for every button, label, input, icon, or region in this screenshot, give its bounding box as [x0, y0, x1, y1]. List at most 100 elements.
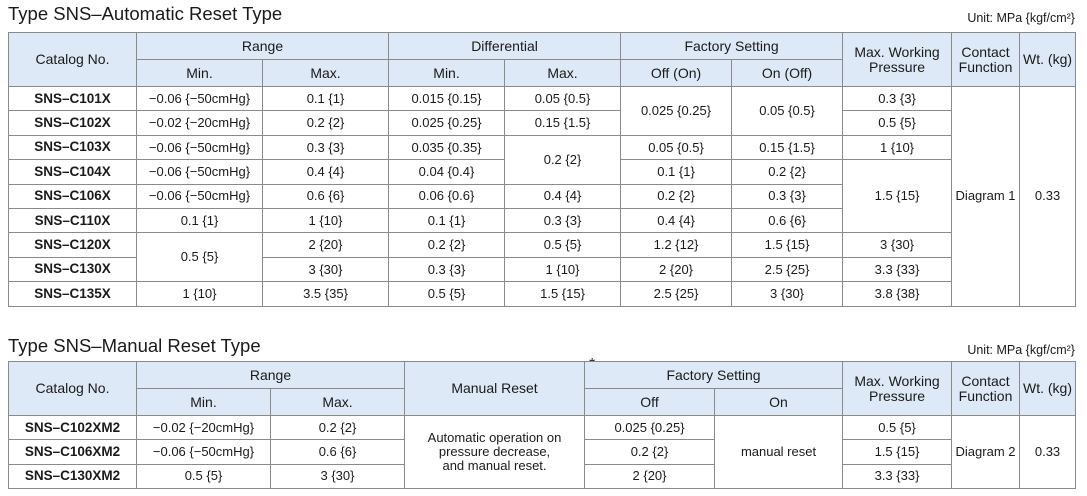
- table-row: SNS–C106XM2 −0.06 {−50cmHg} 0.6 {6} 0.2 …: [8, 439, 1076, 465]
- factory-off-cell: 2.5 {25}: [620, 281, 733, 307]
- max-working-pressure-cell: 3.3 {33}: [842, 256, 953, 283]
- col-header-range-min: Min.: [136, 388, 271, 416]
- range-max-cell: 0.1 {1}: [261, 85, 390, 112]
- auto-reset-table: Catalog No. Range Differential Factory S…: [8, 32, 1077, 307]
- catalog-cell: SNS–C130X: [8, 256, 137, 283]
- factory-off-cell: 0.2 {2}: [584, 439, 716, 465]
- col-header-factory-setting: Factory Setting: [620, 32, 844, 60]
- factory-on-cell: 0.6 {6}: [731, 207, 844, 234]
- col-header-manual-reset: Manual Reset: [404, 361, 586, 416]
- col-header-max-working-pressure: Max. Working Pressure: [842, 361, 953, 416]
- diff-max-cell: 0.5 {5}: [504, 232, 622, 258]
- factory-off-cell: 0.4 {4}: [620, 207, 733, 234]
- range-min-cell: 0.1 {1}: [136, 207, 263, 234]
- range-min-cell: −0.06 {−50cmHg}: [136, 134, 263, 161]
- max-working-pressure-cell: 1.5 {15}: [842, 159, 953, 234]
- manual-unit-label: Unit: MPa {kgf/cm²}: [967, 343, 1075, 357]
- col-header-range: Range: [135, 361, 406, 389]
- catalog-cell: SNS–C102X: [8, 110, 137, 136]
- max-working-pressure-cell: 1.5 {15}: [842, 439, 953, 465]
- catalog-cell: SNS–C120X: [8, 232, 137, 258]
- range-max-cell: 3 {30}: [269, 463, 406, 489]
- factory-off-cell: 0.2 {2}: [620, 183, 733, 209]
- factory-off-cell: 0.025 {0.25}: [620, 86, 733, 136]
- range-min-cell: 1 {10}: [136, 281, 263, 307]
- col-header-range-max: Max.: [269, 388, 406, 416]
- table-row: SNS–C102XM2 −0.02 {−20cmHg} 0.2 {2} Auto…: [8, 414, 1077, 489]
- auto-unit-label: Unit: MPa {kgf/cm²}: [967, 11, 1075, 25]
- range-min-cell: −0.06 {−50cmHg}: [136, 183, 263, 209]
- table-row: SNS–C135X 1 {10} 3.5 {35} 0.5 {5} 1.5 {1…: [8, 281, 1076, 307]
- table-row: SNS–C130XM2 0.5 {5} 3 {30} 2 {20} 3.3 {3…: [8, 463, 1076, 489]
- col-header-differential: Differential: [388, 32, 622, 60]
- factory-on-cell: 0.05 {0.5}: [731, 86, 844, 136]
- col-header-factory-setting: Factory Setting: [584, 361, 844, 389]
- range-max-cell: 1 {10}: [261, 207, 390, 234]
- range-min-cell: −0.06 {−50cmHg}: [136, 439, 271, 465]
- catalog-cell: SNS–C135X: [8, 281, 137, 307]
- factory-off-cell: 2 {20}: [584, 463, 716, 489]
- table-row: SNS–C106X −0.06 {−50cmHg} 0.6 {6} 0.06 {…: [8, 183, 1076, 209]
- factory-off-cell: 0.025 {0.25}: [584, 414, 716, 441]
- catalog-cell: SNS–C106XM2: [8, 439, 137, 465]
- diff-min-cell: 0.04 {0.4}: [388, 159, 506, 185]
- col-header-range: Range: [135, 32, 390, 60]
- diff-max-cell: 0.4 {4}: [504, 183, 622, 209]
- table-row: SNS–C103X −0.06 {−50cmHg} 0.3 {3} 0.035 …: [8, 134, 1076, 185]
- factory-on-cell: 1.5 {15}: [731, 232, 844, 258]
- col-header-weight: Wt. (kg): [1019, 361, 1077, 416]
- table-row: SNS–C101X −0.06 {−50cmHg} 0.1 {1} 0.015 …: [8, 85, 1077, 307]
- diff-max-cell: 0.15 {1.5}: [504, 110, 622, 136]
- range-max-cell: 0.4 {4}: [261, 159, 390, 185]
- max-working-pressure-cell: 0.5 {5}: [842, 414, 953, 441]
- max-working-pressure-cell: 3.8 {38}: [842, 281, 953, 307]
- table-row: SNS–C104X −0.06 {−50cmHg} 0.4 {4} 0.04 {…: [8, 159, 1076, 234]
- max-working-pressure-cell: 3.3 {33}: [842, 463, 953, 489]
- diff-max-cell: 1 {10}: [504, 256, 622, 283]
- table-row: SNS–C102X −0.02 {−20cmHg} 0.2 {2} 0.025 …: [8, 110, 1076, 136]
- factory-off-cell: 0.05 {0.5}: [620, 134, 733, 161]
- contact-function-cell: Diagram 1: [951, 86, 1021, 307]
- col-header-max-working-pressure: Max. Working Pressure: [842, 32, 953, 87]
- col-header-contact-function: Contact Function: [951, 361, 1021, 416]
- range-max-cell: 2 {20}: [261, 232, 390, 258]
- col-header-range-max: Max.: [261, 59, 390, 87]
- col-header-contact-function: Contact Function: [951, 32, 1021, 87]
- col-header-weight: Wt. (kg): [1019, 32, 1077, 87]
- factory-off-cell: 2 {20}: [620, 256, 733, 283]
- range-min-cell: −0.02 {−20cmHg}: [136, 414, 271, 441]
- factory-off-cell: 0.1 {1}: [620, 159, 733, 185]
- col-header-on-off: On (Off): [731, 59, 844, 87]
- diff-max-cell: 0.05 {0.5}: [504, 85, 622, 112]
- col-header-catalog: Catalog No.: [8, 32, 137, 87]
- col-header-diff-min: Min.: [388, 59, 506, 87]
- catalog-cell: SNS–C104X: [8, 159, 137, 185]
- range-max-cell: 0.3 {3}: [261, 134, 390, 161]
- weight-cell: 0.33: [1019, 415, 1077, 489]
- diff-min-cell: 0.5 {5}: [388, 281, 506, 307]
- diff-max-cell: 0.3 {3}: [504, 207, 622, 234]
- range-min-cell: −0.02 {−20cmHg}: [136, 110, 263, 136]
- catalog-cell: SNS–C101X: [8, 85, 137, 112]
- factory-on-cell: manual reset: [714, 415, 844, 489]
- range-max-cell: 0.2 {2}: [269, 414, 406, 441]
- factory-on-cell: 0.2 {2}: [731, 159, 844, 185]
- range-max-cell: 3 {30}: [261, 256, 390, 283]
- col-header-off: Off: [584, 388, 716, 416]
- range-max-cell: 3.5 {35}: [261, 281, 390, 307]
- auto-section-title: Type SNS–Automatic Reset Type: [8, 3, 283, 24]
- manual-section-title: Type SNS–Manual Reset Type: [8, 335, 261, 356]
- manual-reset-cell: Automatic operation on pressure decrease…: [404, 415, 586, 489]
- col-header-catalog: Catalog No.: [8, 361, 137, 416]
- diff-max-cell: 1.5 {15}: [504, 281, 622, 307]
- manual-reset-table: Catalog No. Range Manual Reset Factory S…: [8, 361, 1077, 489]
- range-min-cell: −0.06 {−50cmHg}: [136, 85, 263, 112]
- factory-on-cell: 3 {30}: [731, 281, 844, 307]
- max-working-pressure-cell: 0.5 {5}: [842, 110, 953, 136]
- range-min-cell: 0.5 {5}: [136, 232, 263, 283]
- col-header-off-on: Off (On): [620, 59, 733, 87]
- diff-max-cell: 0.2 {2}: [504, 134, 622, 185]
- range-max-cell: 0.2 {2}: [261, 110, 390, 136]
- diff-min-cell: 0.1 {1}: [388, 207, 506, 234]
- col-header-on: On: [714, 388, 844, 416]
